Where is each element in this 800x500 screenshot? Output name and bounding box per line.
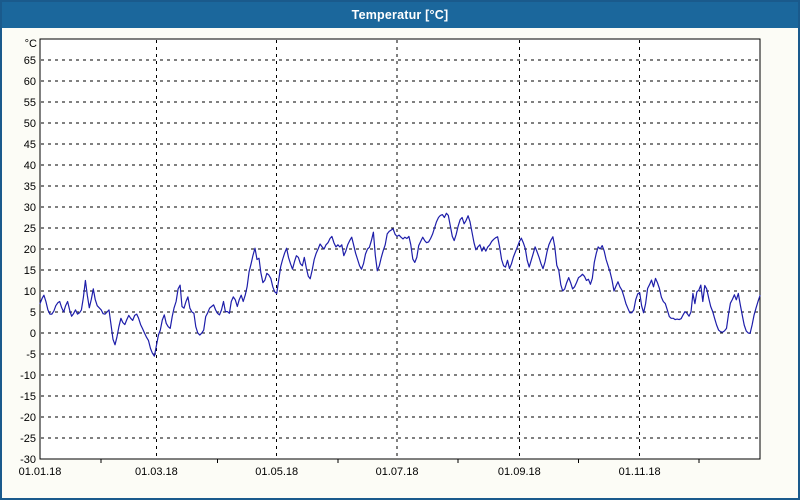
y-axis-unit-label: °C (25, 38, 37, 50)
window-titlebar: Temperatur [°C] (2, 2, 798, 28)
x-tick-label: 01.03.18 (135, 466, 178, 478)
y-tick-label: 60 (24, 76, 36, 88)
y-tick-label: -10 (20, 370, 36, 382)
y-tick-label: 40 (24, 160, 36, 172)
window-title: Temperatur [°C] (351, 8, 449, 22)
y-tick-label: -20 (20, 412, 36, 424)
y-tick-label: 20 (24, 244, 36, 256)
y-tick-label: 10 (24, 286, 36, 298)
y-tick-label: 30 (24, 202, 36, 214)
y-tick-label: -25 (20, 433, 36, 445)
y-tick-label: 5 (30, 307, 36, 319)
x-tick-label: 01.07.18 (376, 466, 419, 478)
chart-svg: 65605550454035302520151050-5-10-15-20-25… (19, 38, 761, 478)
x-tick-label: 01.01.18 (19, 466, 62, 478)
y-tick-label: 0 (30, 328, 36, 340)
y-tick-label: 25 (24, 223, 36, 235)
y-tick-label: 65 (24, 55, 36, 67)
x-tick-label: 01.09.18 (498, 466, 541, 478)
y-tick-label: -5 (26, 349, 36, 361)
y-tick-label: 45 (24, 139, 36, 151)
y-tick-label: 15 (24, 265, 36, 277)
x-tick-label: 01.11.18 (619, 466, 661, 478)
y-tick-label: -15 (20, 391, 36, 403)
y-tick-label: 50 (24, 118, 36, 130)
y-tick-label: 55 (24, 97, 36, 109)
temperature-line (39, 212, 761, 357)
y-tick-label: 35 (24, 181, 36, 193)
chart-area: 65 60 55 50 45 40 35 30 25 20 15 10 5 0 -5 -10 -15 -20 -25… (2, 28, 798, 496)
x-tick-label: 01.05.18 (255, 466, 298, 478)
y-tick-label: -30 (20, 454, 36, 466)
